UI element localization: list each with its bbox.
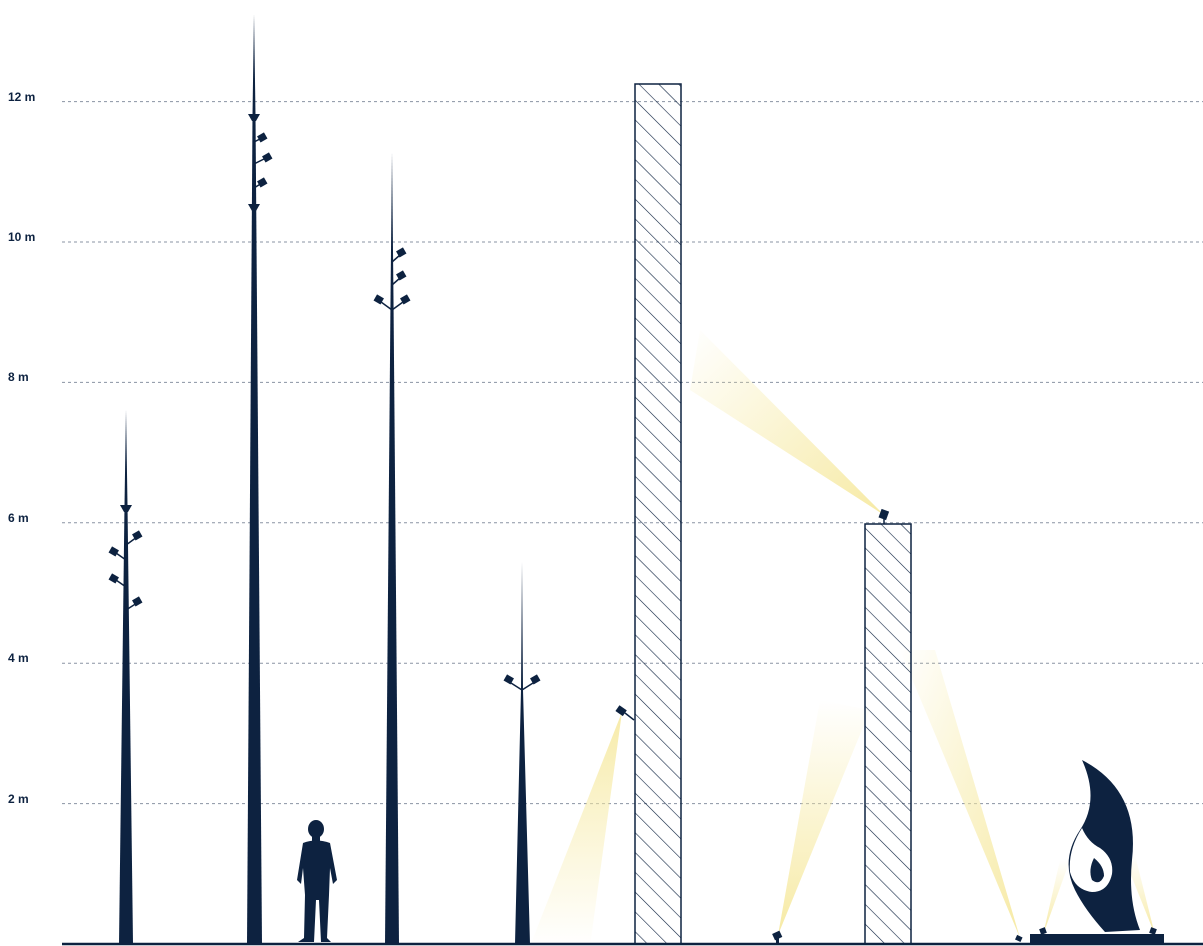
light-beam <box>1043 860 1070 935</box>
lighting-mast <box>373 152 411 944</box>
hatched-wall-short <box>864 523 912 945</box>
ground-spotlight <box>1015 934 1023 942</box>
spotlight-fixture <box>132 530 143 541</box>
wall-spotlight <box>615 705 635 721</box>
downlight-fixture <box>120 505 132 512</box>
axis-label-4m: 4 m <box>8 651 29 666</box>
lighting-mast <box>247 14 273 944</box>
spotlight-fixture <box>257 132 268 143</box>
spotlight-fixture <box>108 573 119 584</box>
spotlight-fixture <box>373 294 384 305</box>
light-beam <box>1125 855 1155 935</box>
flame-sculpture <box>1030 760 1164 944</box>
downlight-fixture <box>248 204 260 211</box>
spotlight-fixture <box>396 247 407 258</box>
spotlight-fixture <box>257 177 268 188</box>
downlight-fixture <box>248 114 260 121</box>
sculpture-plinth <box>1030 934 1164 944</box>
spotlight-fixture <box>396 270 407 281</box>
spotlight-fixture <box>503 674 514 685</box>
spotlight-fixture <box>530 674 541 685</box>
axis-label-2m: 2 m <box>8 791 29 806</box>
height-gridlines <box>62 101 1203 805</box>
wall-top-spotlight <box>878 508 890 524</box>
axis-label-10m: 10 m <box>8 230 36 244</box>
light-beam <box>530 712 622 946</box>
person-silhouette <box>297 820 337 942</box>
lighting-mast <box>108 410 143 944</box>
light-beams <box>530 330 1155 946</box>
spotlight-fixture <box>400 294 411 305</box>
light-beam <box>778 700 870 935</box>
lighting-mast <box>503 562 541 944</box>
spotlight-fixture <box>108 546 119 557</box>
spotlight-fixture <box>132 596 143 607</box>
axis-label-8m: 8 m <box>8 370 29 385</box>
ground-spotlight <box>772 930 783 944</box>
axis-label-12m: 12 m <box>8 89 36 104</box>
spotlight-fixture <box>262 152 273 163</box>
hatched-wall-tall <box>634 83 682 945</box>
light-beam <box>690 330 884 515</box>
axis-label-6m: 6 m <box>8 510 29 525</box>
light-beam <box>900 650 1020 938</box>
